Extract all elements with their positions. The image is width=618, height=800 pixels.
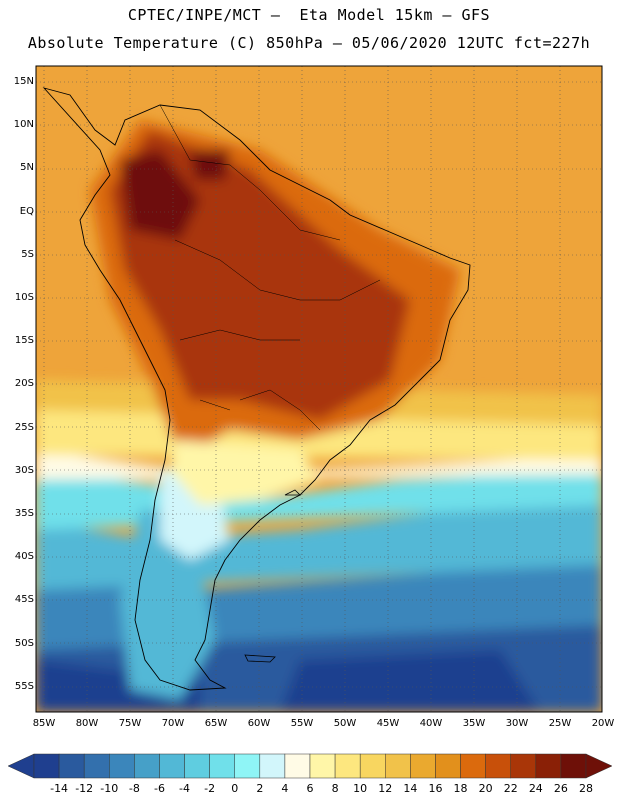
lat-label-eq: EQ	[19, 205, 34, 217]
colorbar-label: 16	[428, 782, 443, 795]
lon-label-20w: 20W	[591, 718, 615, 729]
colorbar-swatch	[284, 753, 311, 779]
lon-label-75w: 75W	[118, 718, 142, 729]
colorbar-label: -12	[75, 782, 94, 795]
lon-label-50w: 50W	[333, 718, 357, 729]
colorbar-low-arrow	[7, 753, 35, 779]
colorbar-swatch	[309, 753, 336, 779]
colorbar-swatch	[234, 753, 261, 779]
lat-label-50s: 50S	[14, 637, 34, 649]
colorbar-label: 14	[403, 782, 418, 795]
lat-label-30s: 30S	[14, 464, 34, 476]
colorbar-label: -6	[153, 782, 165, 795]
lat-label-40s: 40S	[14, 551, 34, 563]
lat-label-10n: 10N	[13, 119, 34, 131]
colorbar-label: -10	[100, 782, 119, 795]
colorbar-label: 10	[353, 782, 368, 795]
colorbar-label: 24	[528, 782, 543, 795]
colorbar-label: 20	[478, 782, 493, 795]
colorbar-swatch	[560, 753, 587, 779]
colorbar-swatch	[435, 753, 461, 779]
colorbar-swatch	[485, 753, 511, 779]
lon-label-30w: 30W	[505, 718, 529, 729]
colorbar-label: -2	[204, 782, 216, 795]
lat-label-25s: 25S	[14, 421, 34, 433]
colorbar-swatch	[134, 753, 160, 779]
colorbar-swatch	[334, 753, 361, 779]
colorbar-swatch	[209, 753, 235, 779]
colorbar-label: 0	[231, 782, 239, 795]
colorbar-swatch	[109, 753, 135, 779]
colorbar-swatch	[410, 753, 436, 779]
colorbar-swatch	[83, 753, 110, 779]
colorbar-label: -8	[128, 782, 140, 795]
colorbar-swatch	[385, 753, 411, 779]
map-frame	[35, 65, 603, 713]
lon-label-45w: 45W	[376, 718, 400, 729]
colorbar-high-arrow	[585, 753, 613, 779]
lat-label-15n: 15N	[13, 76, 34, 87]
temperature-field	[36, 66, 602, 712]
lon-label-65w: 65W	[204, 718, 228, 729]
colorbar-swatch	[535, 753, 562, 779]
colorbar-swatch	[460, 753, 486, 779]
colorbar-swatch	[259, 753, 286, 779]
colorbar-swatch	[159, 753, 185, 779]
lat-label-35s: 35S	[14, 508, 34, 519]
colorbar	[7, 753, 613, 779]
map-title-line-2: Absolute Temperature (C) 850hPa – 05/06/…	[27, 34, 591, 52]
colorbar-label: 8	[331, 782, 339, 795]
lat-label-45s: 45S	[14, 594, 34, 606]
lon-label-25w: 25W	[548, 718, 572, 729]
colorbar-swatch	[510, 753, 537, 779]
colorbar-label: 22	[503, 782, 518, 795]
colorbar-swatch	[58, 753, 85, 779]
lat-label-15s: 15S	[14, 335, 34, 347]
lon-label-85w: 85W	[32, 718, 56, 729]
colorbar-label: -4	[179, 782, 191, 795]
lon-label-55w: 55W	[290, 718, 314, 729]
colorbar-label: 28	[579, 782, 593, 795]
lat-label-55s: 55S	[14, 680, 34, 692]
colorbar-label: 26	[553, 782, 568, 795]
colorbar-label: 2	[256, 782, 264, 795]
south-america-coastline	[42, 87, 471, 691]
colorbar-swatch	[184, 753, 210, 779]
map-title-line-1: CPTEC/INPE/MCT – Eta Model 15km – GFS	[127, 6, 491, 24]
lat-label-10s: 10S	[14, 292, 34, 303]
colorbar-label: 18	[453, 782, 468, 795]
colorbar-swatch	[33, 753, 60, 779]
colorbar-label: 12	[378, 782, 393, 795]
lon-label-40w: 40W	[419, 718, 443, 729]
colorbar-label: 4	[281, 782, 289, 795]
lon-label-35w: 35W	[462, 718, 486, 729]
colorbar-swatch	[359, 753, 386, 779]
lat-label-5n: 5N	[20, 162, 34, 174]
lon-label-70w: 70W	[161, 718, 185, 729]
lon-label-60w: 60W	[247, 718, 271, 729]
colorbar-label: -14	[50, 782, 69, 795]
lat-label-5s: 5S	[21, 248, 34, 260]
colorbar-label: 6	[306, 782, 314, 795]
lon-label-80w: 80W	[75, 718, 99, 729]
lat-label-20s: 20S	[14, 378, 34, 390]
